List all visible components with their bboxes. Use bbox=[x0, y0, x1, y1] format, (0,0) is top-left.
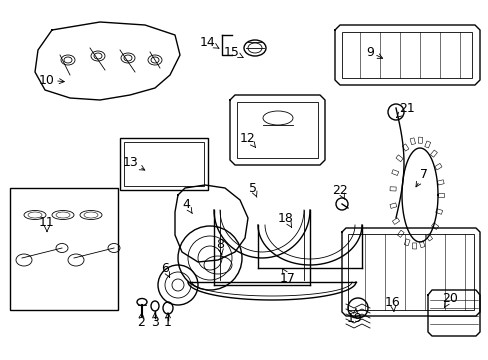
Bar bbox=[417, 137, 422, 143]
Bar bbox=[411, 243, 416, 249]
Bar bbox=[419, 241, 424, 248]
Text: 19: 19 bbox=[346, 309, 362, 324]
Text: 3: 3 bbox=[151, 313, 159, 329]
Bar bbox=[124, 142, 203, 186]
Text: 17: 17 bbox=[280, 269, 295, 284]
Bar bbox=[402, 144, 408, 151]
Bar bbox=[429, 150, 436, 157]
Bar bbox=[397, 230, 404, 237]
Bar bbox=[391, 218, 399, 224]
Bar bbox=[347, 234, 473, 310]
Bar bbox=[425, 234, 432, 241]
Bar bbox=[341, 32, 471, 78]
Text: 13: 13 bbox=[123, 156, 144, 170]
Text: 7: 7 bbox=[415, 167, 427, 187]
Text: 2: 2 bbox=[137, 313, 144, 329]
Text: 21: 21 bbox=[396, 102, 414, 117]
Text: 20: 20 bbox=[441, 292, 457, 307]
Text: 9: 9 bbox=[366, 45, 382, 58]
Bar bbox=[404, 239, 409, 246]
Text: 11: 11 bbox=[39, 216, 55, 231]
Text: 15: 15 bbox=[224, 45, 243, 58]
Text: 12: 12 bbox=[240, 131, 255, 148]
Text: 5: 5 bbox=[248, 181, 257, 197]
Bar bbox=[237, 102, 317, 158]
Bar bbox=[10, 188, 118, 310]
Bar bbox=[435, 209, 442, 214]
Text: 18: 18 bbox=[278, 211, 293, 228]
Bar bbox=[434, 163, 441, 170]
Bar bbox=[436, 180, 443, 185]
Bar bbox=[395, 155, 402, 162]
Bar bbox=[430, 223, 438, 229]
Bar bbox=[437, 193, 443, 197]
Text: 22: 22 bbox=[331, 184, 347, 199]
Text: 4: 4 bbox=[182, 198, 192, 213]
Bar bbox=[389, 187, 395, 191]
Text: 10: 10 bbox=[39, 73, 64, 86]
Bar bbox=[391, 170, 398, 175]
Bar bbox=[120, 138, 207, 190]
Text: 8: 8 bbox=[216, 238, 224, 255]
Text: 6: 6 bbox=[161, 261, 169, 278]
Text: 16: 16 bbox=[385, 296, 400, 311]
Bar bbox=[389, 203, 396, 208]
Text: 1: 1 bbox=[164, 313, 172, 329]
Bar bbox=[409, 138, 415, 145]
Bar bbox=[424, 141, 430, 148]
Text: 14: 14 bbox=[200, 36, 219, 49]
